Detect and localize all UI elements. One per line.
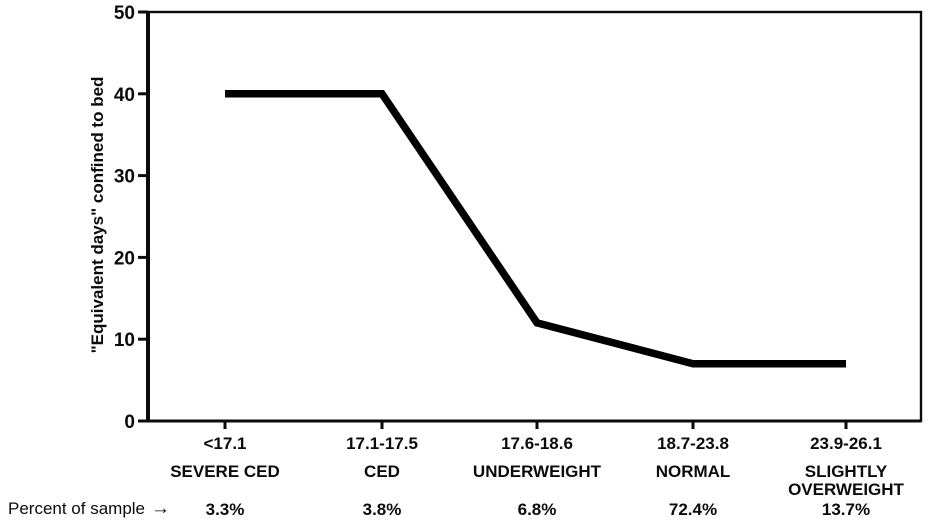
percent-value-3: 72.4%	[669, 500, 717, 519]
x-tick-label-1: 17.1-17.5	[346, 434, 418, 453]
x-tick-label-4: 23.9-26.1	[810, 434, 882, 453]
y-tick-label-0: 0	[124, 412, 135, 433]
x-tick-label-2: 17.6-18.6	[501, 434, 573, 453]
x-category-name-1: CED	[364, 462, 400, 481]
plot-area: 0 10 20 30 40 50 <17.1 SEVERE CED 3.3% 17.1-17.5 C…	[114, 3, 905, 519]
percent-value-2: 6.8%	[518, 500, 557, 519]
x-category-name-0: SEVERE CED	[170, 462, 280, 481]
percent-value-1: 3.8%	[363, 500, 402, 519]
y-tick-label-20: 20	[114, 248, 135, 269]
percent-value-0: 3.3%	[206, 500, 245, 519]
y-tick-label-10: 10	[114, 330, 135, 351]
x-tick-label-3: 18.7-23.8	[657, 434, 729, 453]
data-line	[225, 90, 846, 368]
footer-row: Percent of sample →	[8, 498, 170, 519]
percent-of-sample-label: Percent of sample	[8, 499, 145, 518]
x-category-name-2: UNDERWEIGHT	[473, 462, 602, 481]
y-tick-label-50: 50	[114, 3, 135, 24]
right-arrow-icon: →	[151, 498, 170, 519]
y-tick-label-30: 30	[114, 167, 135, 188]
x-category-name-3: NORMAL	[656, 462, 731, 481]
y-axis-title: "Equivalent days" confined to bed	[88, 77, 107, 354]
x-category-name-4: OVERWEIGHT	[788, 480, 904, 499]
percent-value-4: 13.7%	[822, 500, 870, 519]
plot-border	[146, 10, 923, 423]
x-tick-label-0: <17.1	[203, 434, 246, 453]
y-tick-label-40: 40	[114, 85, 135, 106]
x-category-name-4: SLIGHTLY	[805, 462, 888, 481]
